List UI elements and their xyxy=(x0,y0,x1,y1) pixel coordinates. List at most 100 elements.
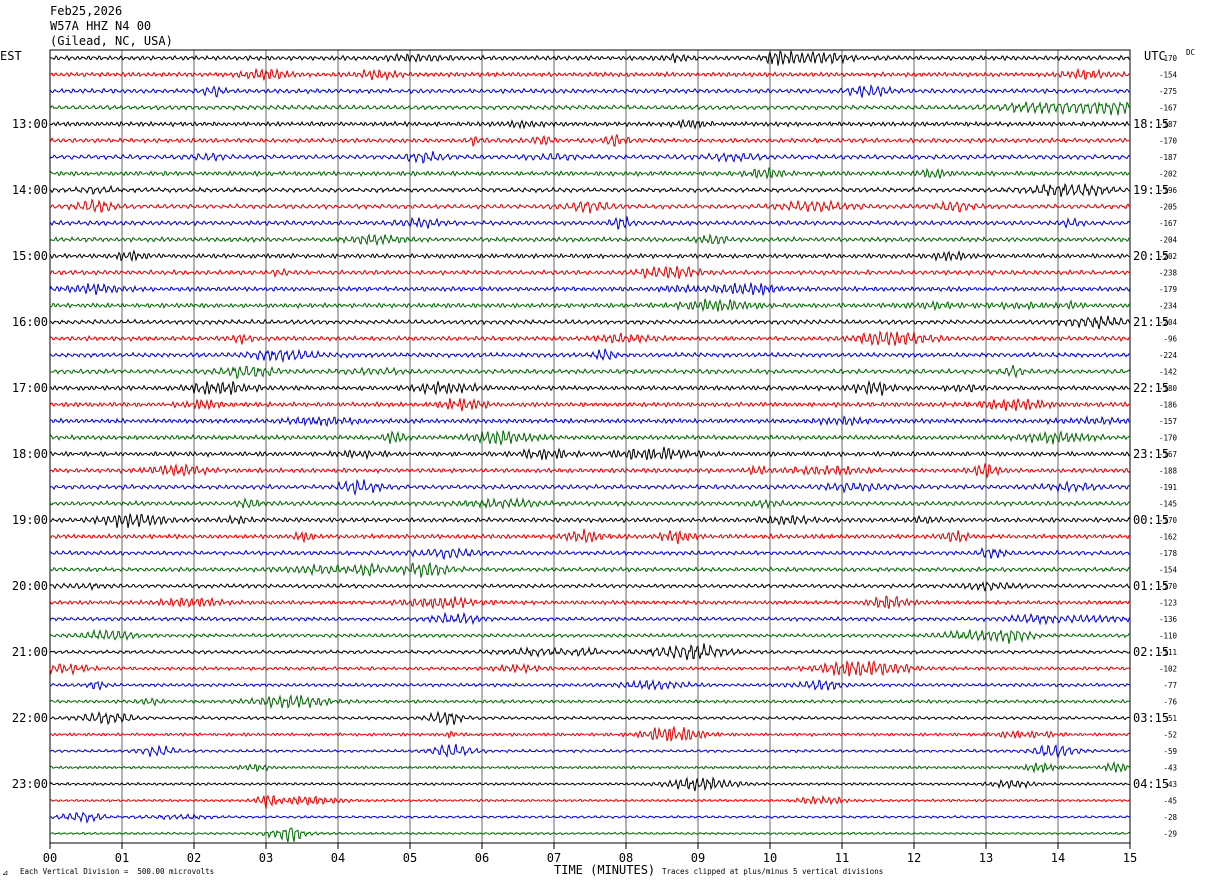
utc-hour-label: 02:15 xyxy=(1133,645,1169,659)
dc-label: DC xyxy=(1186,48,1196,57)
est-hour-label: 15:00 xyxy=(12,249,48,263)
dc-offset-label: -224 xyxy=(1159,351,1178,360)
x-axis-title: TIME (MINUTES) xyxy=(554,863,656,877)
utc-hour-label: 20:15 xyxy=(1133,249,1169,263)
dc-offset-label: -238 xyxy=(1159,269,1178,278)
dc-offset-label: -123 xyxy=(1159,599,1177,608)
seismic-trace xyxy=(49,330,1131,347)
x-tick-label: 13 xyxy=(979,851,993,865)
corner-mark-icon: ⊿ xyxy=(2,868,9,877)
seismic-trace xyxy=(49,561,1131,578)
utc-hour-label: 04:15 xyxy=(1133,777,1169,791)
seismic-trace xyxy=(49,182,1131,198)
seismic-trace xyxy=(49,743,1131,759)
seismic-trace xyxy=(49,827,1131,843)
dc-offset-label: -205 xyxy=(1159,203,1177,212)
dc-offset-label: -52 xyxy=(1163,731,1177,740)
dc-offset-label: -204 xyxy=(1159,318,1178,327)
seismic-trace xyxy=(49,760,1131,774)
est-hour-label: 18:00 xyxy=(12,447,48,461)
utc-hour-label: 03:15 xyxy=(1133,711,1169,725)
seismic-trace xyxy=(49,364,1131,380)
est-hour-label: 19:00 xyxy=(12,513,48,527)
seismic-trace xyxy=(49,67,1131,82)
seismic-trace xyxy=(49,379,1131,396)
seismic-trace xyxy=(49,611,1131,626)
dc-offset-label: -179 xyxy=(1159,285,1177,294)
dc-offset-label: -110 xyxy=(1159,632,1178,641)
dc-offset-label: -96 xyxy=(1163,335,1177,344)
seismic-trace xyxy=(49,298,1131,313)
seismic-trace xyxy=(49,50,1131,66)
x-tick-label: 14 xyxy=(1051,851,1065,865)
x-tick-label: 10 xyxy=(763,851,777,865)
dc-offset-label: -167 xyxy=(1159,450,1177,459)
header-station: W57A HHZ N4 00 xyxy=(50,19,152,33)
x-tick-label: 15 xyxy=(1123,851,1137,865)
x-tick-label: 06 xyxy=(475,851,489,865)
est-hour-label: 23:00 xyxy=(12,777,48,791)
dc-offset-label: -204 xyxy=(1159,236,1178,245)
dc-offset-label: -43 xyxy=(1163,780,1177,789)
dc-offset-label: -154 xyxy=(1159,71,1178,80)
utc-hour-label: 18:15 xyxy=(1133,117,1169,131)
seismic-trace xyxy=(49,151,1131,164)
dc-offset-label: -167 xyxy=(1159,104,1177,113)
x-tick-label: 01 xyxy=(115,851,129,865)
est-hour-label: 21:00 xyxy=(12,645,48,659)
seismic-trace xyxy=(49,198,1131,214)
dc-offset-label: -142 xyxy=(1159,368,1177,377)
seismic-trace xyxy=(49,83,1131,98)
seismic-trace xyxy=(49,265,1131,280)
seismic-trace xyxy=(49,118,1131,130)
seismic-trace xyxy=(49,496,1131,510)
seismic-trace xyxy=(49,546,1131,561)
dc-offset-label: -167 xyxy=(1159,219,1177,228)
seismic-trace xyxy=(49,397,1131,412)
utc-hour-label: 22:15 xyxy=(1133,381,1169,395)
seismic-trace xyxy=(49,315,1131,329)
seismic-trace xyxy=(49,282,1131,296)
dc-offset-label: -170 xyxy=(1159,434,1178,443)
x-tick-label: 09 xyxy=(691,851,705,865)
dc-offset-label: -43 xyxy=(1163,764,1177,773)
x-tick-label: 04 xyxy=(331,851,345,865)
seismic-trace xyxy=(49,794,1131,810)
x-tick-label: 07 xyxy=(547,851,561,865)
dc-offset-label: -170 xyxy=(1159,516,1178,525)
dc-offset-label: -51 xyxy=(1163,714,1177,723)
dc-offset-label: -186 xyxy=(1159,401,1178,410)
dc-offset-label: -59 xyxy=(1163,747,1177,756)
x-tick-label: 08 xyxy=(619,851,633,865)
x-tick-label: 05 xyxy=(403,851,417,865)
utc-hour-label: 21:15 xyxy=(1133,315,1169,329)
dc-offset-label: -202 xyxy=(1159,252,1177,261)
dc-offset-label: -196 xyxy=(1159,186,1178,195)
dc-offset-label: -111 xyxy=(1159,648,1177,657)
header-date: Feb25,2026 xyxy=(50,4,123,18)
dc-offset-label: -28 xyxy=(1163,813,1177,822)
seismic-trace xyxy=(49,710,1131,727)
est-hour-label: 20:00 xyxy=(12,579,48,593)
est-hour-label: 17:00 xyxy=(12,381,48,395)
utc-hour-label: 23:15 xyxy=(1133,447,1169,461)
dc-offset-label: -162 xyxy=(1159,533,1177,542)
x-tick-label: 03 xyxy=(259,851,273,865)
clip-note: Traces clipped at plus/minus 5 vertical … xyxy=(662,867,884,876)
dc-offset-label: -234 xyxy=(1159,302,1178,311)
x-tick-label: 00 xyxy=(43,851,57,865)
dc-offset-label: -191 xyxy=(1159,483,1177,492)
plot-frame xyxy=(49,49,1131,844)
seismic-trace xyxy=(49,446,1131,461)
dc-offset-label: -102 xyxy=(1159,665,1177,674)
seismic-trace xyxy=(49,430,1131,447)
seismic-trace xyxy=(49,249,1131,263)
seismic-trace xyxy=(49,216,1131,230)
seismic-trace xyxy=(49,580,1131,592)
seismic-trace xyxy=(49,348,1131,364)
seismic-trace xyxy=(49,101,1131,116)
utc-hour-label: 01:15 xyxy=(1133,579,1169,593)
dc-offset-label: -136 xyxy=(1159,615,1178,624)
dc-offset-label: -170 xyxy=(1159,54,1178,63)
